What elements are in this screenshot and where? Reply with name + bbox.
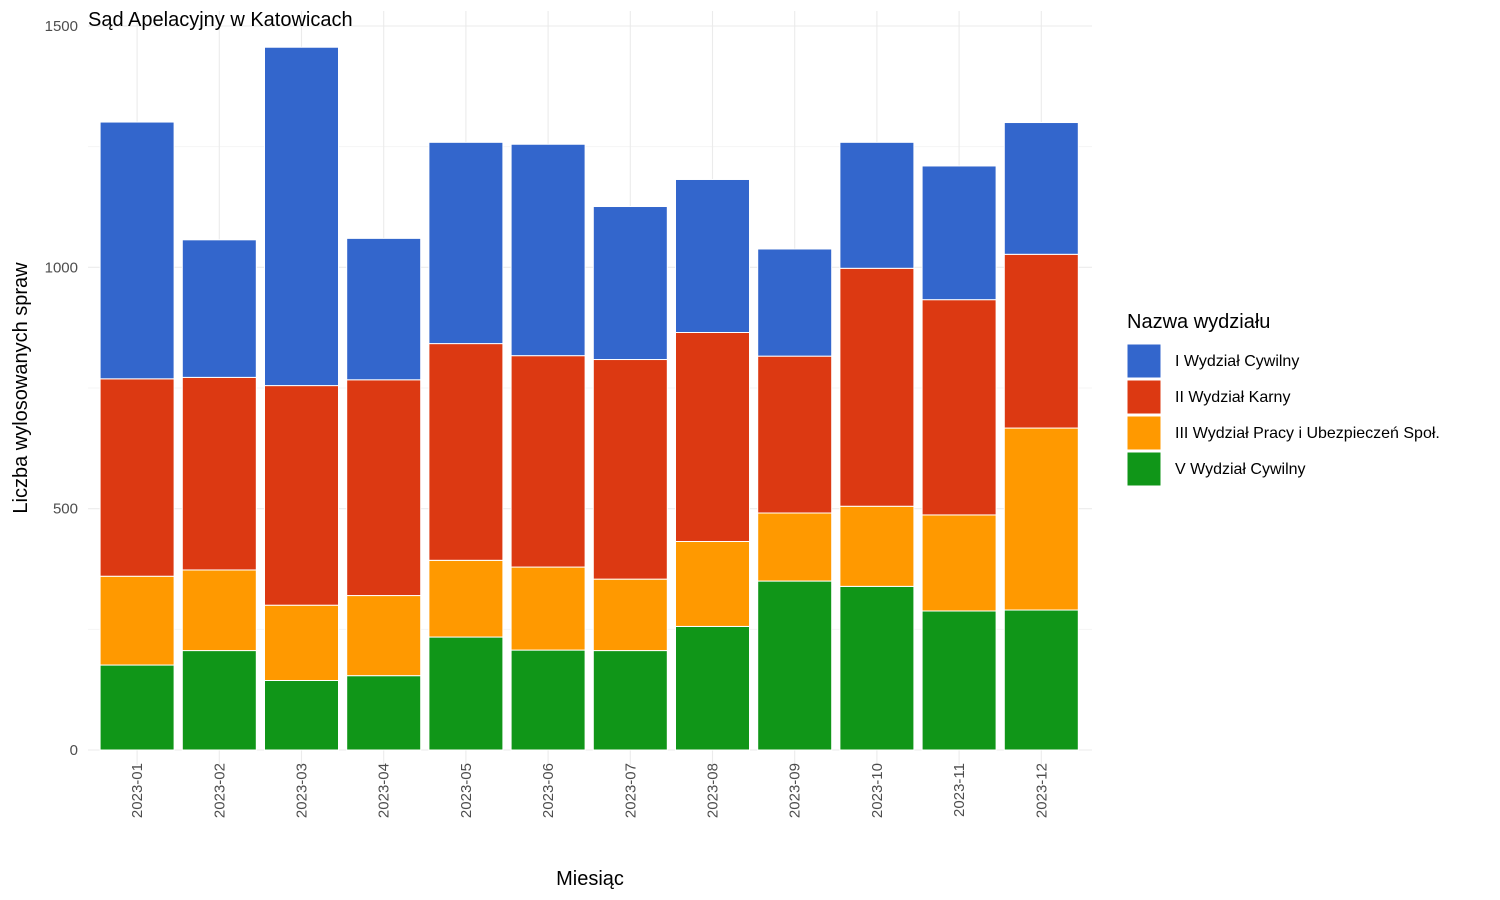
bar-segment[interactable] [346, 675, 422, 751]
bar-segment[interactable] [99, 121, 175, 380]
legend-label: II Wydział Karny [1175, 389, 1290, 406]
bar-segment[interactable] [839, 505, 915, 587]
bar-segment[interactable] [757, 580, 833, 751]
x-tick-label: 2023-03 [294, 763, 311, 818]
legend-label: III Wydział Pracy i Ubezpieczeń Społ. [1175, 425, 1440, 442]
y-tick-label: 500 [53, 501, 78, 518]
x-tick-label: 2023-05 [458, 763, 475, 818]
bar-segment[interactable] [346, 237, 422, 381]
x-tick-label: 2023-07 [622, 763, 639, 818]
bar-segment[interactable] [1003, 122, 1079, 255]
bar-segment[interactable] [839, 585, 915, 751]
bar-segment[interactable] [346, 379, 422, 597]
y-tick-label: 0 [70, 742, 78, 759]
bars [99, 46, 1079, 751]
legend-swatch [1126, 451, 1162, 487]
bar-segment[interactable] [921, 299, 997, 516]
y-tick-label: 1500 [45, 18, 78, 35]
bar-segment[interactable] [181, 376, 257, 571]
bar-segment[interactable] [592, 206, 668, 361]
legend-item: V Wydział Cywilny [1126, 451, 1306, 487]
x-axis-title: Miesiąc [556, 868, 624, 890]
bar-segment[interactable] [264, 679, 339, 751]
bar-segment[interactable] [921, 514, 997, 612]
x-tick-label: 2023-04 [376, 763, 393, 818]
bar-segment[interactable] [428, 343, 504, 561]
x-tick-label: 2023-02 [211, 763, 228, 818]
bar-segment[interactable] [1003, 253, 1079, 429]
bar-segment[interactable] [510, 143, 586, 357]
bar-segment[interactable] [757, 512, 833, 582]
bar-segment[interactable] [264, 385, 339, 606]
legend-item: II Wydział Karny [1126, 379, 1290, 415]
legend: Nazwa wydziału I Wydział Cywilny II Wydzi… [1126, 311, 1440, 487]
x-tick-label: 2023-01 [129, 763, 146, 818]
bar-segment[interactable] [346, 595, 422, 677]
legend-swatch [1126, 415, 1162, 451]
bar-segment[interactable] [757, 248, 833, 357]
bar-segment[interactable] [675, 540, 750, 627]
x-tick-label: 2023-12 [1033, 763, 1050, 818]
bar-segment[interactable] [592, 650, 668, 751]
series-3 [99, 46, 1079, 387]
x-tick-label: 2023-11 [951, 763, 968, 817]
legend-label: V Wydział Cywilny [1175, 461, 1306, 478]
chart-title: Sąd Apelacyjny w Katowicach [88, 9, 353, 31]
bar-segment[interactable] [839, 141, 915, 269]
bar-segment[interactable] [1003, 609, 1079, 751]
bar-segment[interactable] [181, 239, 257, 378]
bar-segment[interactable] [264, 46, 339, 387]
bar-segment[interactable] [428, 141, 504, 345]
bar-segment[interactable] [675, 625, 750, 751]
x-tick-label: 2023-06 [540, 763, 557, 818]
bar-segment[interactable] [99, 378, 175, 577]
bar-segment[interactable] [428, 559, 504, 638]
bar-segment[interactable] [675, 178, 750, 333]
y-axis: 0 500 1000 1500 [45, 18, 78, 759]
bar-segment[interactable] [1003, 427, 1079, 611]
x-axis: 2023-01 2023-02 2023-03 2023-04 2023-05 2023-… [129, 763, 1050, 818]
legend-label: I Wydział Cywilny [1175, 353, 1299, 370]
bar-segment[interactable] [428, 636, 504, 751]
bar-segment[interactable] [181, 569, 257, 652]
bar-segment[interactable] [592, 359, 668, 580]
series-2 [99, 253, 1079, 606]
bar-segment[interactable] [675, 331, 750, 542]
bar-segment[interactable] [592, 578, 668, 652]
bar-segment[interactable] [757, 355, 833, 514]
bar-segment[interactable] [181, 650, 257, 751]
x-tick-label: 2023-08 [705, 763, 722, 818]
bar-segment[interactable] [264, 604, 339, 681]
bar-segment[interactable] [510, 566, 586, 651]
bar-segment[interactable] [839, 267, 915, 507]
bar-segment[interactable] [99, 575, 175, 666]
legend-swatch [1126, 343, 1162, 379]
x-tick-label: 2023-10 [869, 763, 886, 818]
legend-swatch [1126, 379, 1162, 415]
bar-segment[interactable] [510, 355, 586, 568]
bar-segment[interactable] [921, 165, 997, 301]
bar-segment[interactable] [510, 649, 586, 751]
series-1 [99, 427, 1079, 681]
y-tick-label: 1000 [45, 259, 78, 276]
bar-segment[interactable] [921, 610, 997, 751]
x-tick-label: 2023-09 [787, 763, 804, 818]
bar-segment[interactable] [99, 664, 175, 751]
y-axis-title: Liczba wylosowanych spraw [10, 262, 32, 514]
legend-item: III Wydział Pracy i Ubezpieczeń Społ. [1126, 415, 1440, 451]
legend-item: I Wydział Cywilny [1126, 343, 1299, 379]
legend-title: Nazwa wydziału [1127, 311, 1270, 333]
